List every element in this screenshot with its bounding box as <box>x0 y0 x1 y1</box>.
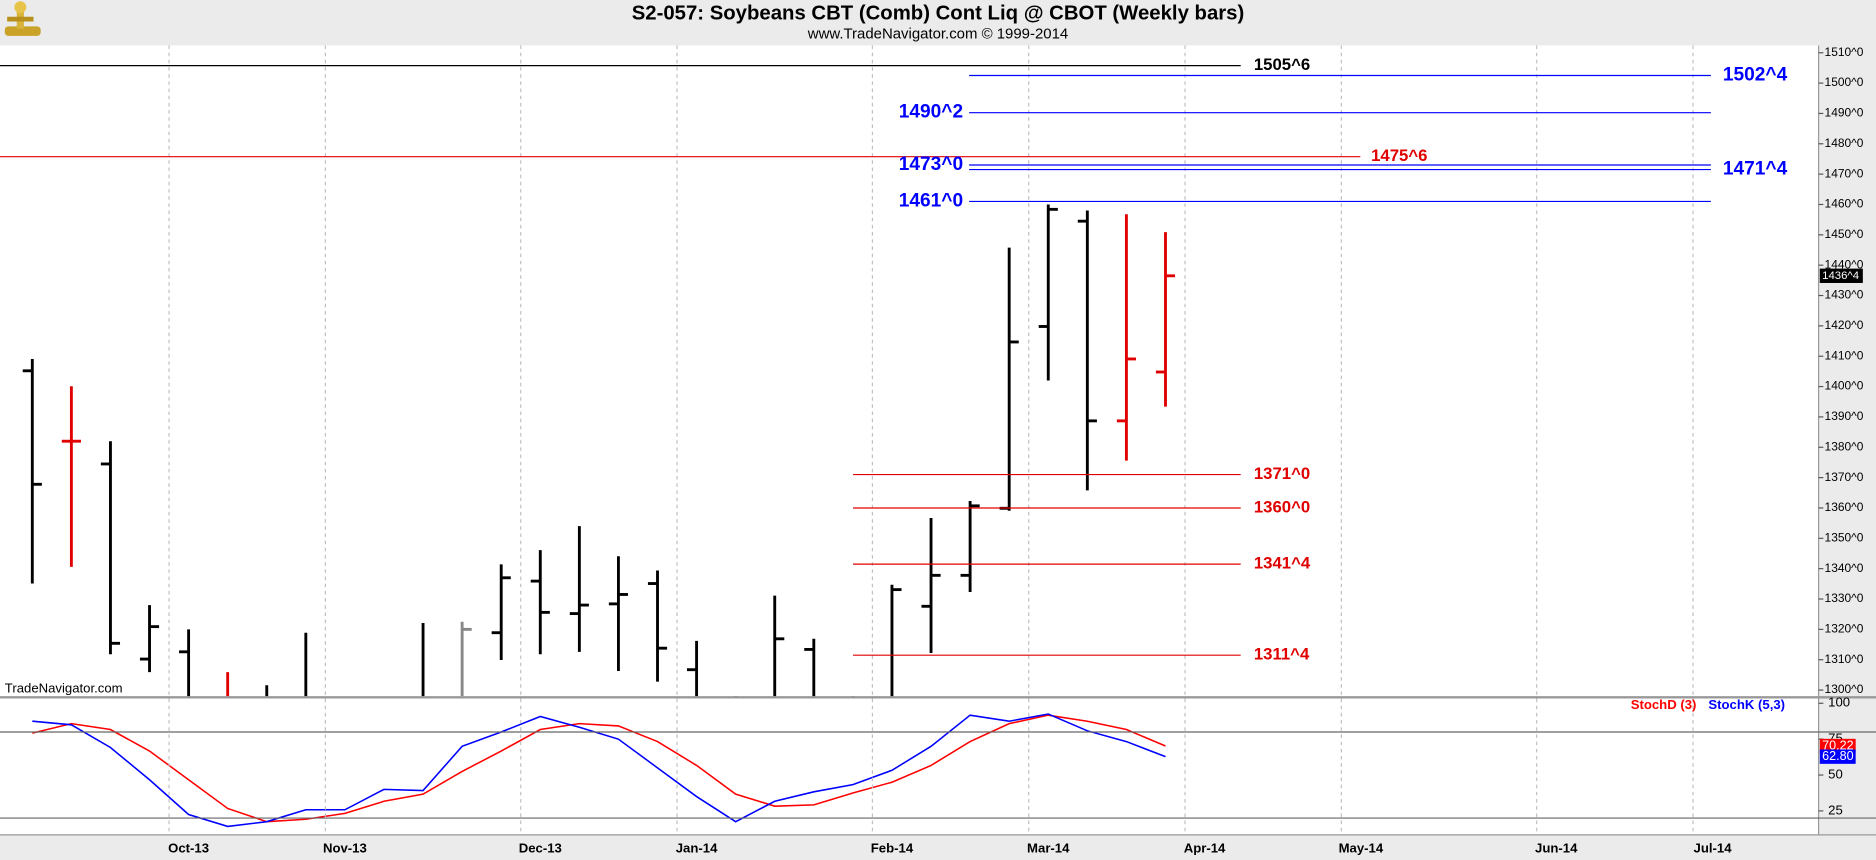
level-label: 1475^6 <box>1371 146 1427 165</box>
legend-entry: StochK (5,3) <box>1708 697 1785 712</box>
y-tick-label: 1510^0 <box>1825 45 1864 59</box>
y-tick-label: 25 <box>1828 802 1843 817</box>
y-tick-label: 1450^0 <box>1825 227 1864 241</box>
stoch-line <box>32 713 1166 828</box>
level-label: 1505^6 <box>1254 55 1310 74</box>
level-label: 1371^0 <box>1254 464 1310 483</box>
y-tick-label: 50 <box>1828 766 1843 781</box>
level-label: 1461^0 <box>899 191 963 212</box>
legend-entry: StochD (3) <box>1631 697 1697 712</box>
y-tick-label: 1390^0 <box>1825 409 1864 423</box>
x-tick-label: Jun-14 <box>1535 841 1578 856</box>
y-tick-label: 1460^0 <box>1825 197 1864 211</box>
x-tick-label: Jul-14 <box>1694 841 1733 856</box>
y-tick-label: 1330^0 <box>1825 591 1864 605</box>
value-label: 70.22 <box>1822 738 1853 752</box>
y-tick-label: 1430^0 <box>1825 288 1864 302</box>
header-band <box>0 0 1876 46</box>
last-price-box <box>1819 268 1863 283</box>
stoch-panel <box>32 713 1166 828</box>
y-tick-label: 1440^0 <box>1825 257 1864 271</box>
x-tick-label: Oct-13 <box>168 841 209 856</box>
y-tick-label: 1420^0 <box>1825 318 1864 332</box>
y-tick-label: 1320^0 <box>1825 622 1864 636</box>
level-label: 1502^4 <box>1723 65 1788 86</box>
value-box <box>1819 749 1856 764</box>
y-tick-label: 100 <box>1828 695 1850 710</box>
price-panel <box>22 204 1176 697</box>
bottom-axis-band <box>0 834 1876 860</box>
chart-title: S2-057: Soybeans CBT (Comb) Cont Liq @ C… <box>632 3 1245 25</box>
right-axis-band <box>1818 45 1876 860</box>
y-tick-label: 1300^0 <box>1825 682 1864 696</box>
y-tick-label: 1400^0 <box>1825 379 1864 393</box>
level-label: 1473^0 <box>899 154 963 175</box>
x-tick-label: Nov-13 <box>323 841 367 856</box>
logo <box>4 1 41 36</box>
value-label: 62.80 <box>1822 749 1853 763</box>
level-label: 1341^4 <box>1254 554 1311 573</box>
level-label: 1471^4 <box>1723 159 1788 180</box>
level-label: 1311^4 <box>1254 645 1310 664</box>
y-tick-label: 1370^0 <box>1825 470 1864 484</box>
stoch-line <box>32 714 1166 823</box>
y-tick-label: 1410^0 <box>1825 348 1864 362</box>
x-tick-label: Dec-13 <box>519 841 562 856</box>
chart-subtitle: www.TradeNavigator.com © 1999-2014 <box>807 26 1068 43</box>
y-tick-label: 1500^0 <box>1825 75 1864 89</box>
y-tick-label: 1480^0 <box>1825 136 1864 150</box>
watermark: TradeNavigator.com <box>5 680 123 695</box>
y-tick-label: 1360^0 <box>1825 500 1864 514</box>
x-tick-label: Mar-14 <box>1027 841 1070 856</box>
y-tick-label: 1340^0 <box>1825 561 1864 575</box>
level-label: 1490^2 <box>899 102 963 123</box>
y-tick-label: 1490^0 <box>1825 106 1864 120</box>
last-price-label: 1436^4 <box>1822 270 1859 282</box>
x-tick-label: May-14 <box>1339 841 1384 856</box>
x-tick-label: Apr-14 <box>1184 841 1226 856</box>
x-tick-label: Jan-14 <box>676 841 718 856</box>
y-tick-label: 1350^0 <box>1825 530 1864 544</box>
x-tick-label: Feb-14 <box>871 841 914 856</box>
level-label: 1360^0 <box>1254 497 1310 516</box>
y-tick-label: 1310^0 <box>1825 652 1864 666</box>
y-tick-label: 1470^0 <box>1825 166 1864 180</box>
y-tick-label: 1380^0 <box>1825 439 1864 453</box>
